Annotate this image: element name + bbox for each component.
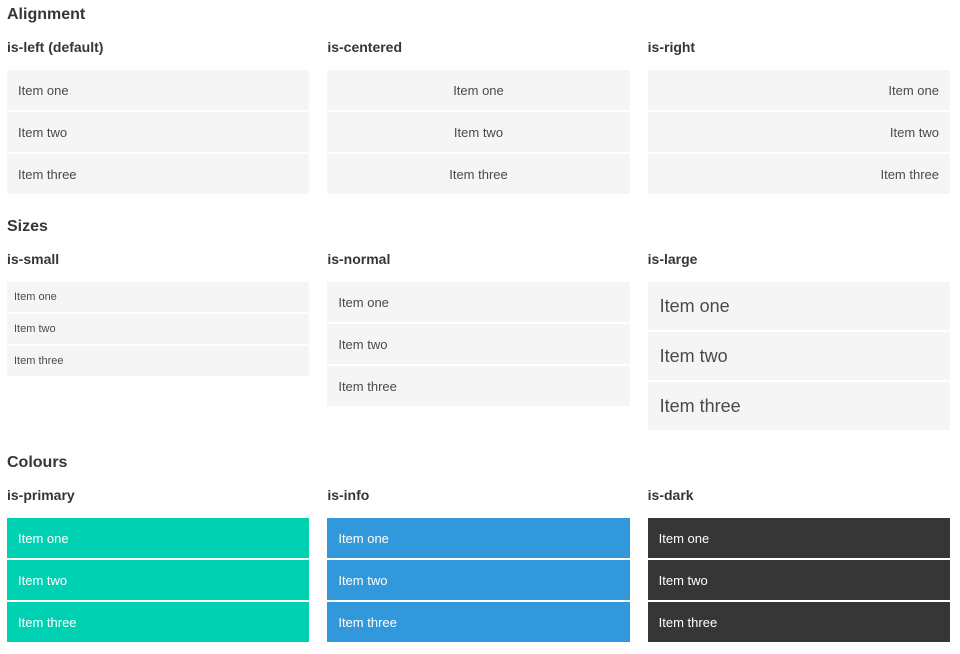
column-is-info: is-info Item one Item two Item three — [327, 487, 630, 644]
item-list-small: Item one Item two Item three — [7, 282, 310, 376]
list-item: Item one — [7, 70, 310, 110]
section-title: Colours — [7, 454, 68, 471]
item-list-normal: Item one Item two Item three — [327, 282, 630, 406]
section-title: Alignment — [7, 6, 86, 23]
column-heading: is-dark — [647, 487, 694, 503]
item-list-info: Item one Item two Item three — [327, 518, 630, 642]
list-item: Item three — [647, 602, 950, 642]
list-item: Item two — [7, 112, 310, 152]
list-item: Item three — [327, 154, 630, 194]
column-is-left: is-left (default) Item one Item two Item… — [7, 39, 310, 196]
section-colours: Colours is-primary Item one Item two Ite… — [7, 453, 950, 644]
column-is-centered: is-centered Item one Item two Item three — [327, 39, 630, 196]
column-heading: is-primary — [7, 487, 75, 503]
column-heading: is-small — [7, 251, 60, 267]
list-component-demo-page: Alignment is-left (default) Item one Ite… — [7, 5, 950, 644]
column-heading: is-large — [647, 251, 698, 267]
list-item: Item one — [7, 518, 310, 558]
item-list-dark: Item one Item two Item three — [647, 518, 950, 642]
column-heading: is-info — [327, 487, 370, 503]
item-list-left: Item one Item two Item three — [7, 70, 310, 194]
list-item: Item three — [647, 154, 950, 194]
column-heading: is-normal — [327, 251, 391, 267]
item-list-primary: Item one Item two Item three — [7, 518, 310, 642]
list-item: Item one — [647, 518, 950, 558]
item-list-right: Item one Item two Item three — [647, 70, 950, 194]
list-item: Item one — [647, 70, 950, 110]
column-heading: is-left (default) — [7, 39, 104, 55]
sizes-columns: is-small Item one Item two Item three is… — [7, 251, 950, 432]
list-item: Item three — [647, 382, 950, 430]
list-item: Item three — [327, 366, 630, 406]
list-item: Item two — [647, 560, 950, 600]
alignment-columns: is-left (default) Item one Item two Item… — [7, 39, 950, 196]
column-is-normal: is-normal Item one Item two Item three — [327, 251, 630, 408]
list-item: Item three — [327, 602, 630, 642]
list-item: Item two — [647, 112, 950, 152]
column-is-right: is-right Item one Item two Item three — [647, 39, 950, 196]
section-alignment: Alignment is-left (default) Item one Ite… — [7, 5, 950, 196]
list-item: Item two — [327, 112, 630, 152]
column-heading: is-right — [647, 39, 696, 55]
list-item: Item one — [7, 282, 310, 312]
column-is-large: is-large Item one Item two Item three — [647, 251, 950, 432]
list-item: Item three — [7, 602, 310, 642]
list-item: Item two — [327, 560, 630, 600]
list-item: Item two — [327, 324, 630, 364]
list-item: Item three — [7, 154, 310, 194]
list-item: Item one — [647, 282, 950, 330]
list-item: Item two — [7, 560, 310, 600]
column-is-small: is-small Item one Item two Item three — [7, 251, 310, 378]
list-item: Item one — [327, 282, 630, 322]
section-sizes: Sizes is-small Item one Item two Item th… — [7, 217, 950, 432]
list-item: Item one — [327, 70, 630, 110]
list-item: Item three — [7, 346, 310, 376]
list-item: Item one — [327, 518, 630, 558]
colours-columns: is-primary Item one Item two Item three … — [7, 487, 950, 644]
item-list-centered: Item one Item two Item three — [327, 70, 630, 194]
list-item: Item two — [647, 332, 950, 380]
column-heading: is-centered — [327, 39, 403, 55]
list-item: Item two — [7, 314, 310, 344]
column-is-dark: is-dark Item one Item two Item three — [647, 487, 950, 644]
section-title: Sizes — [7, 218, 48, 235]
column-is-primary: is-primary Item one Item two Item three — [7, 487, 310, 644]
item-list-large: Item one Item two Item three — [647, 282, 950, 430]
